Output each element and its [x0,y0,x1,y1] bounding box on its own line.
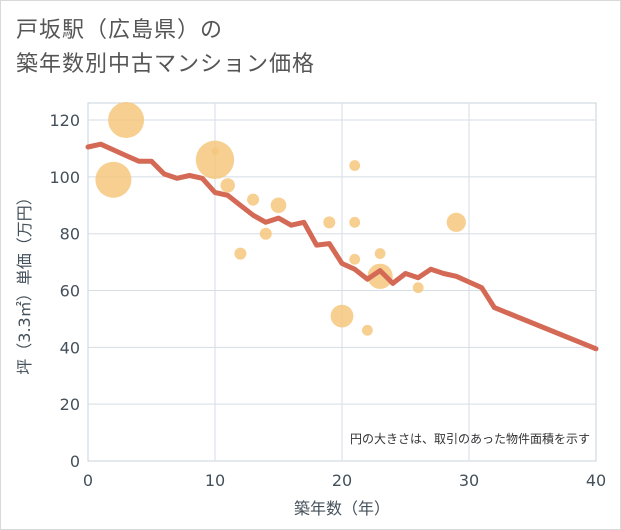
data-point [349,160,361,171]
data-point [234,247,247,260]
data-point [446,212,466,232]
x-tick-label: 30 [459,471,479,490]
data-point [412,282,424,294]
data-point [247,193,260,206]
title-line-2: 築年数別中古マンション価格 [16,52,316,77]
y-tick-label: 40 [60,338,80,357]
data-point [259,227,272,240]
tick-labels: 0 10 20 30 40 0 20 40 60 80 100 120 [49,111,606,490]
data-point [323,216,336,229]
x-tick-label: 10 [205,471,225,490]
x-axis-label: 築年数（年） [294,499,390,518]
data-point [349,216,361,228]
x-tick-label: 40 [586,471,606,490]
chart-title: 戸坂駅（広島県）の 築年数別中古マンション価格 [16,14,315,82]
data-point [211,147,219,155]
data-point [349,253,361,265]
y-tick-label: 80 [60,225,80,244]
y-tick-label: 20 [60,395,80,414]
x-tick-label: 0 [83,471,93,490]
x-tick-label: 20 [332,471,352,490]
y-axis-label: 坪（3.3㎡）単価（万円） [15,189,34,374]
y-tick-label: 60 [60,282,80,301]
data-point [362,324,373,336]
trend-line [85,141,599,352]
data-point [367,263,393,289]
data-point [95,161,132,198]
y-tick-label: 0 [70,452,80,471]
data-point [220,178,235,193]
data-point [195,140,235,180]
trend-line-group [85,141,599,352]
y-tick-label: 100 [49,168,80,187]
y-tick-label: 120 [49,111,80,130]
bubbles [95,102,466,336]
bubble-size-note: 円の大きさは、取引のあった物件面積を示す [350,431,590,446]
title-line-1: 戸坂駅（広島県）の [16,18,224,43]
data-point [108,102,145,139]
data-point [270,197,287,214]
data-point [330,304,354,328]
data-point [374,248,386,259]
